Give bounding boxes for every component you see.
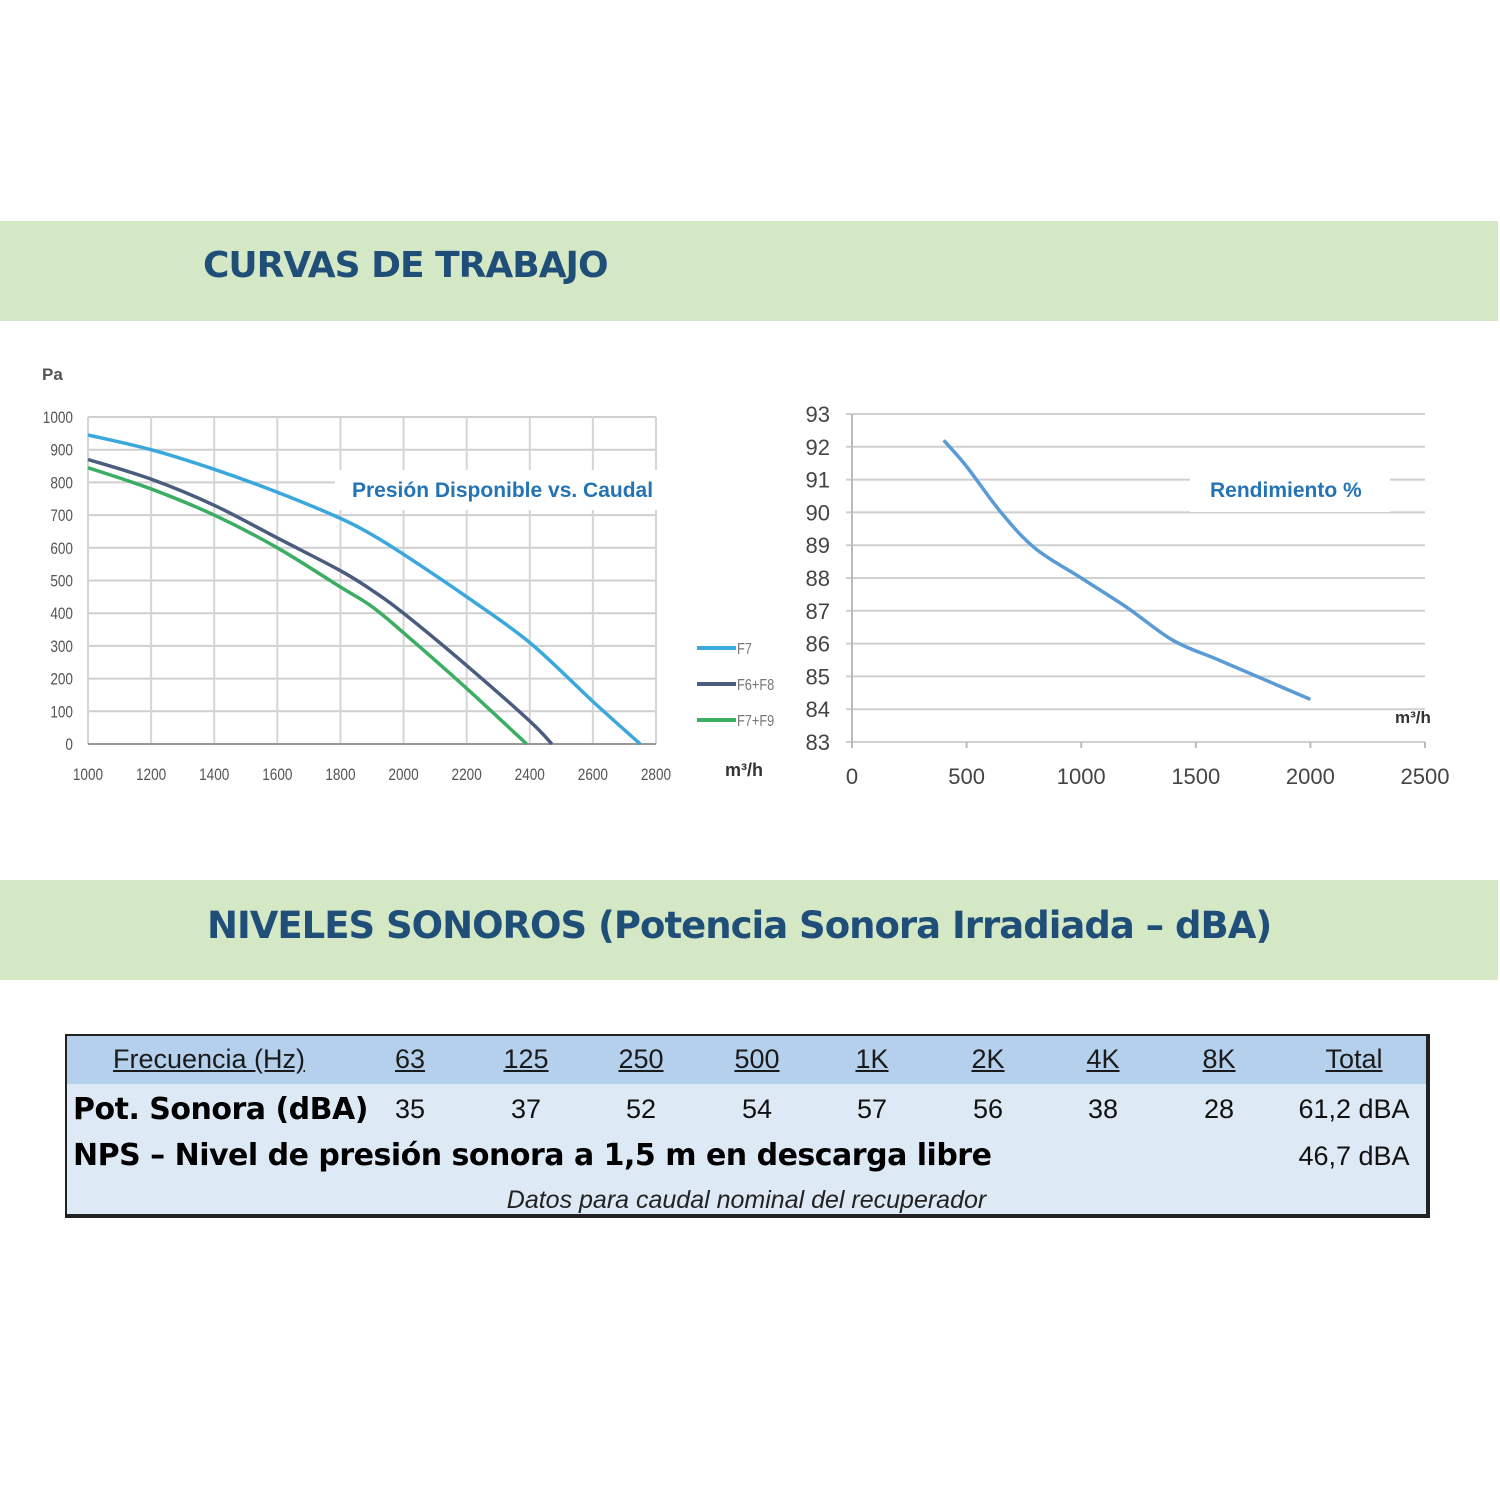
- x-tick-label: 1000: [73, 766, 103, 785]
- legend-label: F7+F9: [737, 713, 774, 731]
- y-tick-label: 93: [806, 402, 830, 427]
- curves-title: CURVAS DE TRABAJO: [203, 245, 609, 286]
- y-tick-label: 86: [806, 632, 830, 657]
- frequency-header: Frecuencia (Hz): [112, 1044, 306, 1074]
- sound-section-header: NIVELES SONOROS (Potencia Sonora Irradia…: [0, 880, 1498, 980]
- y-tick-label: 87: [806, 599, 830, 624]
- freq-63: 63: [394, 1044, 426, 1074]
- freq-2k: 2K: [971, 1044, 1005, 1074]
- series-line-rendimiento: [942, 439, 1312, 701]
- x-axis-label: m³/h: [725, 760, 763, 780]
- freq-125: 125: [503, 1044, 549, 1074]
- freq-250: 250: [618, 1044, 664, 1074]
- x-tick-label: 2800: [641, 766, 671, 785]
- y-tick-label: 0: [65, 736, 73, 755]
- x-tick-label: 1500: [1171, 764, 1220, 789]
- title-background: [335, 470, 660, 510]
- y-tick-label: 88: [806, 566, 830, 591]
- series-line-f6-f8: [87, 457, 554, 746]
- y-tick-label: 83: [806, 730, 830, 755]
- power-8k: 28: [1203, 1094, 1235, 1124]
- y-tick-label: 700: [50, 507, 73, 526]
- power-1k: 57: [856, 1094, 888, 1124]
- sound-title: NIVELES SONOROS (Potencia Sonora Irradia…: [207, 904, 1272, 947]
- series-line-f7-f9: [87, 466, 528, 746]
- legend-label: F7: [737, 641, 752, 659]
- y-tick-label: 400: [50, 605, 73, 624]
- x-tick-label: 2200: [452, 766, 482, 785]
- freq-1k: 1K: [855, 1044, 889, 1074]
- freq-500: 500: [734, 1044, 780, 1074]
- y-axis-label: Pa: [42, 365, 63, 384]
- table-header-row: Frecuencia (Hz) 63 125 250 500 1K 2K 4K …: [67, 1036, 1426, 1084]
- x-tick-label: 1400: [199, 766, 229, 785]
- power-63: 35: [394, 1094, 426, 1124]
- total-header: Total: [1325, 1044, 1383, 1074]
- y-tick-label: 90: [806, 500, 830, 525]
- y-tick-label: 500: [50, 572, 73, 591]
- x-tick-label: 2500: [1401, 764, 1450, 789]
- y-tick-label: 92: [806, 435, 830, 460]
- curves-section-header: CURVAS DE TRABAJO: [0, 221, 1498, 321]
- series-line-f7: [87, 433, 642, 746]
- y-tick-label: 300: [50, 638, 73, 657]
- y-tick-label: 900: [50, 441, 73, 460]
- power-500: 54: [741, 1094, 773, 1124]
- x-tick-label: 1800: [325, 766, 355, 785]
- chart-title: Rendimiento %: [1210, 479, 1362, 502]
- efficiency-chart: 83 84 85 86 87 88 89 90 91 92 93 0 500 1000 1500 2000 25…: [806, 402, 1450, 789]
- y-tick-label: 800: [50, 474, 73, 493]
- power-250: 52: [625, 1094, 657, 1124]
- power-125: 37: [510, 1094, 542, 1124]
- nps-row-label: NPS – Nivel de presión sonora a 1,5 m en…: [73, 1138, 992, 1173]
- y-tick-label: 1000: [43, 409, 73, 428]
- x-tick-label: 500: [948, 764, 985, 789]
- legend-label: F6+F8: [737, 677, 774, 695]
- x-tick-label: 2400: [515, 766, 545, 785]
- power-2k: 56: [972, 1094, 1004, 1124]
- y-tick-label: 100: [50, 703, 73, 722]
- y-tick-label: 84: [806, 697, 830, 722]
- y-tick-label: 200: [50, 670, 73, 689]
- x-tick-label: 2000: [1286, 764, 1335, 789]
- power-row-label: Pot. Sonora (dBA): [73, 1092, 368, 1127]
- x-tick-label: 1000: [1057, 764, 1106, 789]
- x-tick-label: 2000: [388, 766, 418, 785]
- title-background: [1190, 468, 1390, 512]
- pressure-flow-chart: 0 100 200 300 400 500 600 700 800 900 1000 1000 1200…: [42, 365, 774, 785]
- x-tick-label: 2600: [578, 766, 608, 785]
- sound-table: Frecuencia (Hz) 63 125 250 500 1K 2K 4K …: [65, 1034, 1430, 1218]
- y-tick-label: 85: [806, 664, 830, 689]
- y-tick-label: 600: [50, 539, 73, 558]
- freq-4k: 4K: [1086, 1044, 1120, 1074]
- x-tick-label: 1600: [262, 766, 292, 785]
- chart-title: Presión Disponible vs. Caudal: [352, 479, 653, 502]
- y-tick-label: 89: [806, 533, 830, 558]
- power-4k: 38: [1087, 1094, 1119, 1124]
- table-note: Datos para caudal nominal del recuperado…: [506, 1186, 987, 1214]
- nps-total: 46,7 dBA: [1298, 1141, 1410, 1171]
- x-tick-label: 0: [846, 764, 858, 789]
- x-axis-label: m³/h: [1395, 708, 1431, 727]
- power-total: 61,2 dBA: [1298, 1094, 1410, 1124]
- freq-8k: 8K: [1202, 1044, 1236, 1074]
- x-tick-label: 1200: [136, 766, 166, 785]
- y-tick-label: 91: [806, 468, 830, 493]
